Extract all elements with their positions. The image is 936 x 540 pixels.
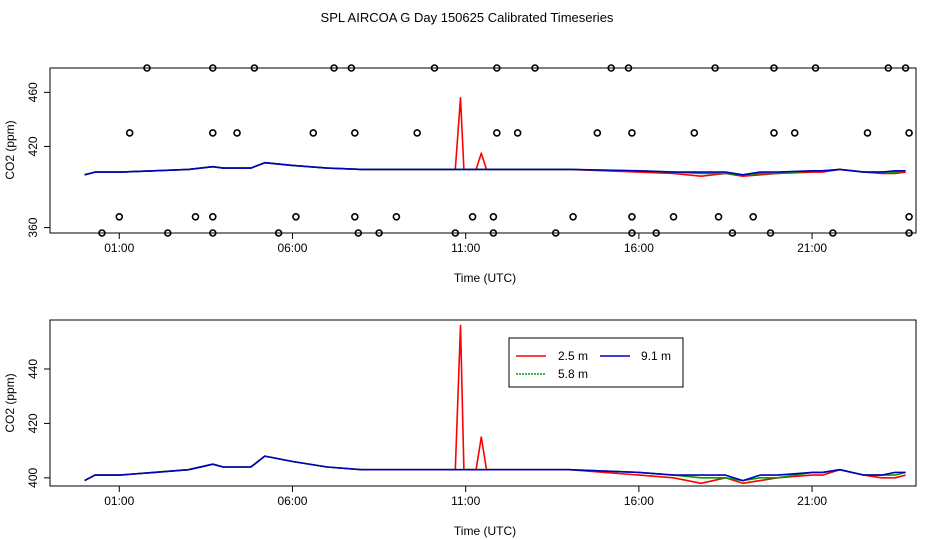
top-series-line-0 [84, 97, 906, 177]
top-data-point [143, 64, 151, 72]
top-data-point [451, 229, 460, 237]
top-data-point [493, 64, 501, 72]
bottom-series-line-0 [84, 324, 906, 485]
top-data-point [749, 212, 757, 221]
top-data-point [375, 229, 383, 237]
top-data-point [98, 229, 106, 237]
top-data-point [569, 212, 577, 221]
bottom-axes: 01:00 06:00 11:00 16:00 21:00 400 420 440 [26, 359, 827, 508]
top-x-tick-label: 01:00 [104, 241, 134, 255]
top-plot-marks [84, 64, 913, 237]
top-data-point [628, 229, 636, 237]
top-data-point [250, 64, 259, 72]
top-data-point [430, 64, 439, 72]
top-data-point [163, 229, 172, 237]
top-data-point [829, 229, 837, 237]
legend-label-5-8m: 5.8 m [558, 367, 588, 381]
top-data-point [728, 229, 737, 237]
top-data-point [233, 129, 241, 137]
bottom-x-tick-label: 16:00 [624, 494, 654, 508]
top-data-point [714, 212, 723, 221]
figure-title: SPL AIRCOA G Day 150625 Calibrated Times… [321, 10, 614, 25]
top-data-point [292, 212, 300, 221]
top-data-point [607, 64, 615, 72]
top-y-axis-label: CO2 (ppm) [3, 120, 17, 179]
legend-label-9-1m: 9.1 m [641, 349, 671, 363]
legend-box [508, 337, 684, 388]
top-panel: 01:00 06:00 11:00 16:00 21:00 360 420 460 Time … [3, 64, 917, 285]
top-data-point [209, 212, 217, 221]
top-data-point [493, 129, 501, 137]
top-data-point [593, 129, 602, 137]
top-data-point [766, 229, 775, 237]
top-plot-frame [49, 67, 917, 234]
bottom-x-axis-label: Time (UTC) [454, 524, 516, 538]
top-data-point [901, 64, 910, 72]
bottom-plot-frame [49, 319, 917, 487]
bottom-x-tick-label: 11:00 [451, 494, 480, 508]
bottom-x-tick-label: 06:00 [277, 494, 307, 508]
bottom-series-line-2 [84, 455, 906, 482]
top-series-line-2 [84, 161, 906, 176]
top-data-point [115, 212, 124, 221]
top-data-point [669, 212, 678, 221]
top-data-point [330, 64, 338, 72]
top-data-point [209, 129, 217, 137]
top-data-point [309, 129, 318, 137]
top-data-point [468, 212, 477, 221]
bottom-y-axis-label: CO2 (ppm) [3, 373, 17, 432]
top-x-tick-label: 06:00 [277, 241, 307, 255]
top-data-point [770, 129, 778, 137]
top-x-tick-label: 16:00 [624, 241, 654, 255]
top-data-point [209, 64, 217, 72]
top-data-point [392, 212, 401, 221]
top-y-tick-label: 460 [26, 82, 40, 102]
top-data-point [711, 64, 719, 72]
top-data-point [351, 129, 359, 137]
top-data-point [209, 229, 217, 237]
top-data-point [624, 64, 633, 72]
top-data-point [551, 229, 560, 237]
bottom-y-tick-label: 440 [26, 359, 40, 379]
top-x-axis-label: Time (UTC) [454, 271, 516, 285]
top-data-point [790, 129, 799, 137]
top-data-point [191, 212, 200, 221]
top-data-point [274, 229, 283, 237]
bottom-panel: 01:00 06:00 11:00 16:00 21:00 400 420 440 Time … [3, 319, 917, 538]
legend: 2.5 m 9.1 m 5.8 m [508, 337, 684, 388]
top-data-point [489, 229, 498, 237]
top-data-point [770, 64, 778, 72]
top-data-point [690, 129, 699, 137]
top-data-point [628, 212, 636, 221]
top-data-point [354, 229, 363, 237]
top-data-point [489, 212, 498, 221]
bottom-y-tick-label: 420 [26, 413, 40, 433]
top-y-tick-label: 360 [26, 217, 40, 237]
top-data-point [863, 129, 872, 137]
bottom-x-tick-label: 01:00 [104, 494, 134, 508]
top-data-point [905, 212, 913, 221]
top-x-tick-label: 11:00 [451, 241, 480, 255]
bottom-x-tick-label: 21:00 [797, 494, 827, 508]
top-y-tick-label: 420 [26, 136, 40, 156]
top-data-point [531, 64, 539, 72]
bottom-series-line-1 [84, 455, 906, 482]
top-data-point [351, 212, 359, 221]
top-data-point [628, 129, 636, 137]
top-data-point [347, 64, 356, 72]
top-data-point [513, 129, 522, 137]
top-data-point [811, 64, 820, 72]
bottom-y-tick-label: 400 [26, 468, 40, 488]
top-data-point [884, 64, 893, 72]
top-data-point [652, 229, 661, 237]
top-data-point [905, 229, 913, 237]
top-data-point [413, 129, 421, 137]
top-axes: 01:00 06:00 11:00 16:00 21:00 360 420 460 [26, 82, 827, 255]
top-data-point [125, 129, 134, 137]
bottom-plot-marks [84, 324, 906, 485]
top-x-tick-label: 21:00 [797, 241, 827, 255]
legend-label-2-5m: 2.5 m [558, 349, 588, 363]
top-data-point [905, 129, 913, 137]
